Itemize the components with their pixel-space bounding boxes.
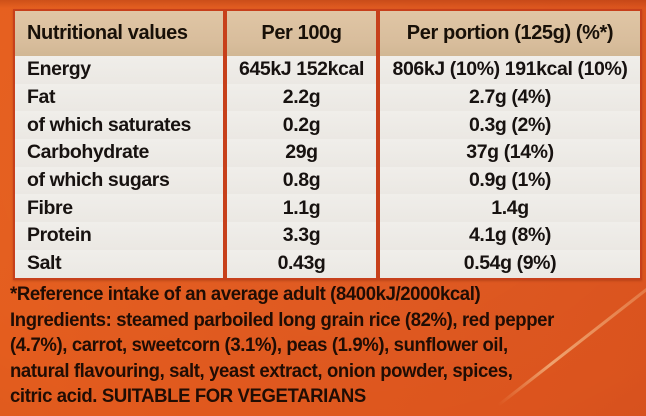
- ingredients-line-2: (4.7%), carrot, sweetcorn (3.1%), peas (…: [10, 334, 508, 356]
- row-label-carbohydrate: Carbohydrate: [15, 139, 223, 167]
- row-label-protein: Protein: [15, 222, 223, 250]
- per100g-value-fibre: 1.1g: [227, 194, 376, 223]
- row-label-saturates: of which saturates: [15, 111, 223, 140]
- ingredients-line-1: Ingredients: steamed parboiled long grai…: [10, 308, 554, 331]
- per100g-value-sugars: 0.8g: [227, 166, 376, 195]
- nutrition-table: Nutritional values Per 100g Per portion …: [13, 9, 642, 280]
- package-top-edge-shadow: [0, 0, 646, 8]
- reference-intake-note: *Reference intake of an average adult (8…: [10, 283, 481, 305]
- header-cell-per-100g: Per 100g: [227, 11, 376, 56]
- portion-value-carbohydrate: 37g (14%): [380, 139, 640, 167]
- row-label-energy: Energy: [15, 56, 223, 84]
- portion-value-fat: 2.7g (4%): [380, 83, 640, 112]
- per100g-value-fat: 2.2g: [227, 83, 376, 112]
- portion-value-energy: 806kJ (10%) 191kcal (10%): [380, 56, 640, 84]
- header-cell-nutritional-values: Nutritional values: [15, 11, 223, 56]
- ingredients-line-4: citric acid. SUITABLE FOR VEGETARIANS: [10, 385, 366, 407]
- per100g-value-protein: 3.3g: [227, 222, 376, 250]
- portion-value-sugars: 0.9g (1%): [380, 166, 640, 195]
- portion-value-protein: 4.1g (8%): [380, 222, 640, 250]
- per100g-value-energy: 645kJ 152kcal: [227, 56, 376, 84]
- row-label-fat: Fat: [15, 83, 223, 112]
- ingredients-line-3: natural flavouring, salt, yeast extract,…: [10, 359, 513, 382]
- header-cell-per-portion: Per portion (125g) (%*): [380, 11, 640, 56]
- label-footer-text: *Reference intake of an average adult (8…: [10, 282, 646, 410]
- portion-value-fibre: 1.4g: [380, 194, 640, 223]
- per100g-value-saturates: 0.2g: [227, 111, 376, 140]
- row-label-sugars: of which sugars: [15, 166, 223, 195]
- per100g-value-carbohydrate: 29g: [227, 139, 376, 167]
- portion-value-saturates: 0.3g (2%): [380, 111, 640, 140]
- portion-value-salt: 0.54g (9%): [380, 249, 640, 278]
- per100g-value-salt: 0.43g: [227, 249, 376, 278]
- row-label-fibre: Fibre: [15, 194, 223, 223]
- row-label-salt: Salt: [15, 249, 223, 278]
